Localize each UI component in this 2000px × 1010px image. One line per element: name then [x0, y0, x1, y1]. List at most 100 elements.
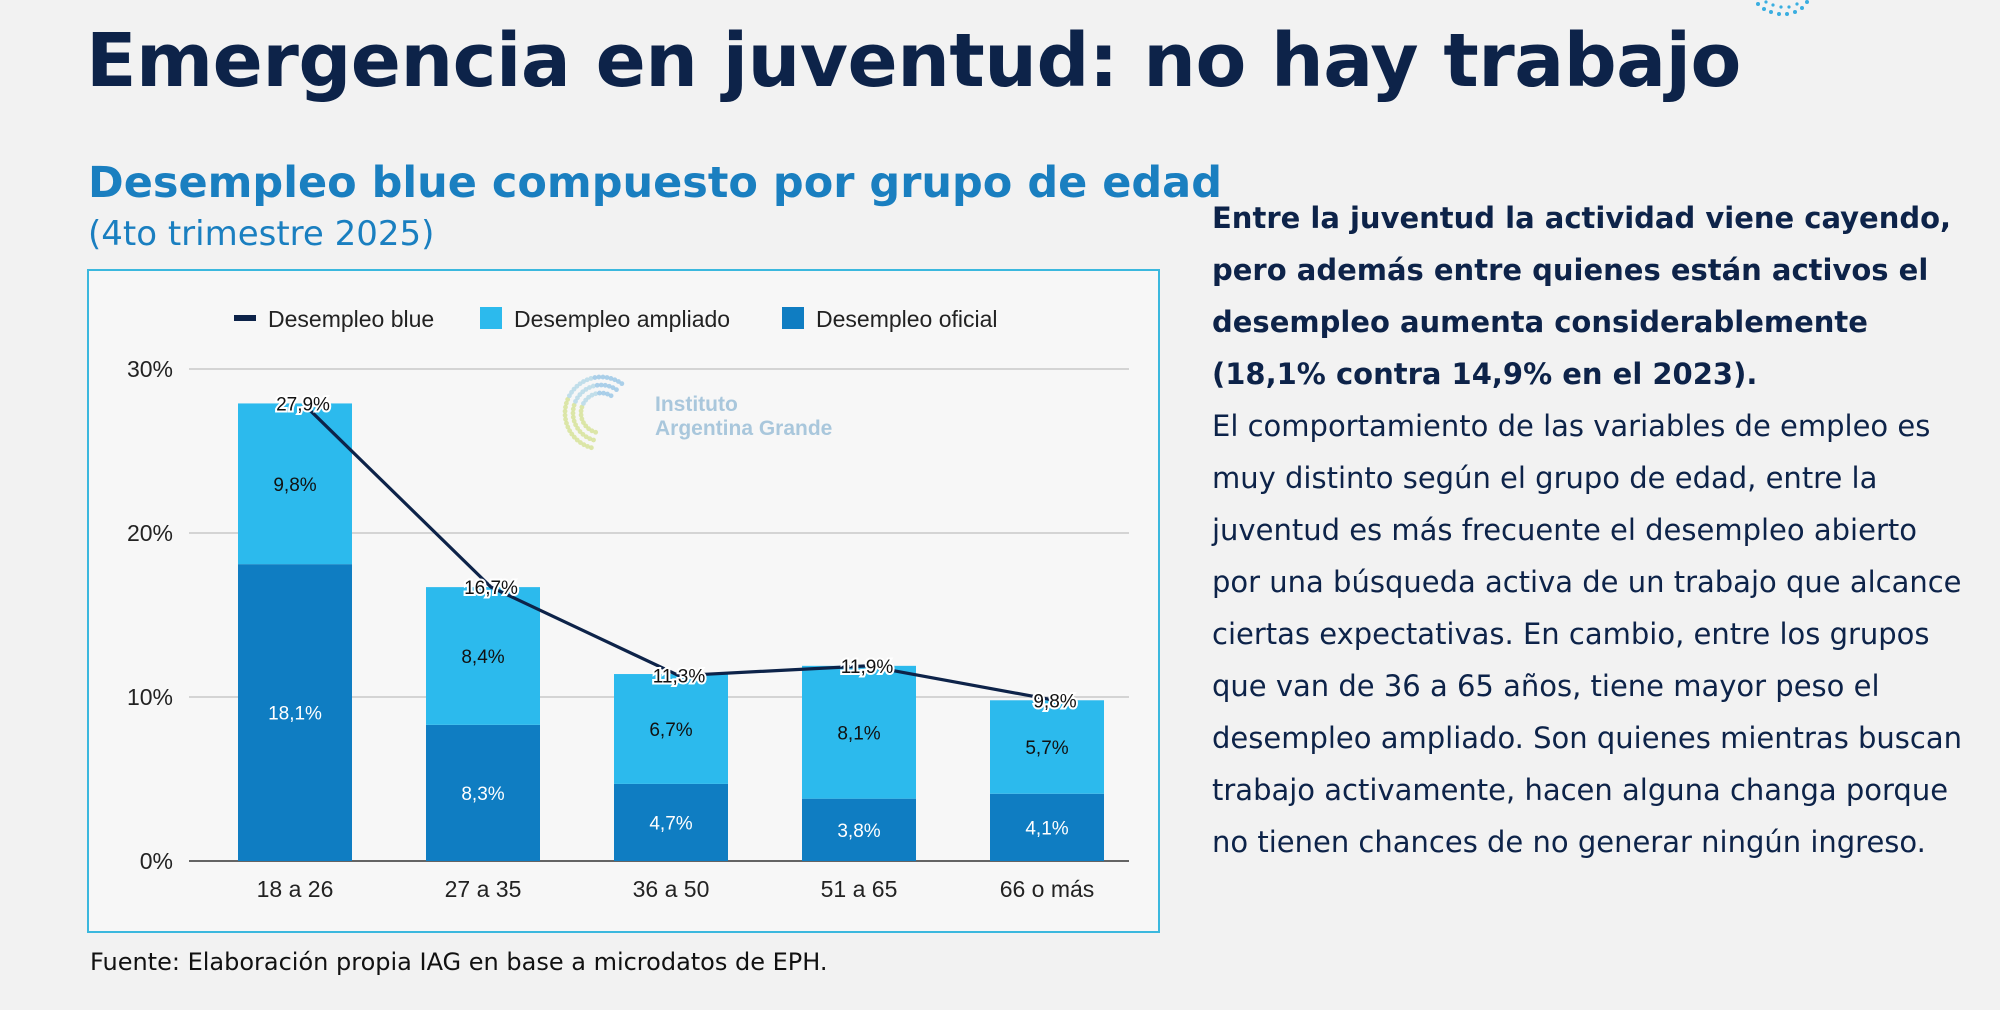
side-text: Entre la juventud la actividad viene cay… — [1212, 192, 1972, 868]
page-title: Emergencia en juventud: no hay trabajo — [86, 18, 1741, 104]
watermark-dot — [570, 410, 576, 416]
legend-label-ampliado: Desempleo ampliado — [514, 306, 730, 332]
bar-oficial-0 — [238, 564, 352, 861]
x-tick-label-3: 51 a 65 — [821, 876, 898, 902]
watermark-dot — [579, 404, 585, 410]
watermark-dot — [577, 381, 583, 387]
watermark-dot — [569, 431, 575, 437]
bar-oficial-1 — [426, 724, 540, 861]
watermark-dot — [588, 445, 594, 451]
watermark-dot — [581, 379, 586, 384]
bar-oficial-3 — [802, 798, 916, 861]
stacked-bar-chart: 0% 10% 20% 30% Instituto Argentina Grande 1… — [127, 306, 1129, 902]
x-tick-label-1: 27 a 35 — [445, 876, 522, 902]
logo-dots-icon — [1756, 0, 1809, 16]
watermark-dot — [571, 418, 577, 424]
chart-subtitle: (4to trimestre 2025) — [88, 214, 435, 254]
watermark-dot — [563, 400, 569, 406]
watermark-dot — [562, 408, 568, 414]
watermark-dot — [602, 382, 608, 388]
watermark-dot — [567, 428, 573, 434]
blue-line — [301, 402, 1056, 702]
watermark-dot — [598, 382, 604, 388]
watermark-line2: Argentina Grande — [655, 417, 832, 440]
watermark-dot — [573, 422, 579, 428]
bars: 18,1% 9,8% 8,3% 8,4% 4,7% 6,7% 3,8% 8,1% 4,1% 5,7… — [238, 403, 1104, 861]
bar-oficial-4 — [990, 793, 1104, 861]
watermark-dot — [597, 390, 602, 396]
bar-ampliado-0 — [238, 403, 352, 565]
watermark-dot — [583, 386, 589, 392]
bar-label-oficial-0: 18,1% — [268, 704, 322, 725]
bar-label-oficial-4: 4,1% — [1025, 818, 1068, 839]
bar-label-oficial-1: 8,3% — [461, 784, 504, 805]
side-text-highlight: Entre la juventud la actividad viene cay… — [1212, 201, 1952, 391]
watermark-dot — [564, 420, 569, 426]
legend-label-oficial: Desempleo oficial — [816, 306, 998, 332]
watermark-dot — [608, 375, 614, 381]
watermark-dot — [600, 374, 606, 380]
source-note: Fuente: Elaboración propia IAG en base a… — [90, 948, 828, 976]
y-tick-label-3: 30% — [127, 356, 173, 382]
watermark-dot — [594, 382, 600, 388]
bar-label-oficial-2: 4,7% — [649, 813, 692, 834]
watermark-dot — [565, 424, 571, 430]
watermark-dot — [605, 391, 610, 397]
watermark-line1: Instituto — [655, 393, 738, 416]
legend-label-blue: Desempleo blue — [268, 306, 434, 332]
watermark-dot — [584, 377, 590, 383]
watermark-dot — [567, 393, 572, 399]
watermark-dot — [579, 416, 585, 422]
bar-label-ampliado-1: 8,4% — [461, 647, 504, 668]
legend-swatch-ampliado — [480, 307, 502, 329]
bar-oficial-2 — [614, 783, 728, 861]
bar-ampliado-2 — [614, 674, 728, 784]
watermark-dot — [581, 442, 587, 448]
watermark-dot — [585, 443, 590, 449]
watermark-dot — [593, 429, 599, 435]
y-tick-label-1: 10% — [127, 684, 173, 710]
watermark-dot — [619, 381, 625, 387]
line-label-4: 9,8% — [1033, 691, 1076, 712]
watermark-dot — [578, 412, 584, 418]
watermark-dot — [612, 377, 618, 383]
watermark-dot — [575, 425, 580, 431]
side-text-body: El comportamiento de las variables de em… — [1212, 409, 1963, 859]
watermark-dot — [593, 391, 599, 397]
watermark-logo-icon — [562, 374, 625, 451]
watermark-dot — [570, 406, 576, 412]
watermark-dot — [581, 420, 586, 425]
bar-label-ampliado-4: 5,7% — [1025, 738, 1068, 759]
line-label-2: 11,3% — [653, 667, 706, 688]
watermark-dot — [615, 379, 621, 384]
watermark-dot — [606, 383, 612, 389]
chart-frame: 0% 10% 20% 30% Instituto Argentina Grande 1… — [87, 269, 1160, 933]
watermark-dot — [604, 375, 610, 380]
bar-label-ampliado-3: 8,1% — [837, 723, 880, 744]
watermark-dot — [571, 402, 577, 408]
watermark-dot — [590, 383, 596, 389]
line-label-3: 11,9% — [841, 657, 894, 678]
x-tick-label-2: 36 a 50 — [633, 876, 710, 902]
y-tick-label-2: 20% — [127, 520, 173, 546]
watermark-dot — [614, 387, 619, 393]
y-tick-label-0: 0% — [140, 848, 173, 874]
bar-ampliado-3 — [802, 665, 916, 799]
bar-label-ampliado-0: 9,8% — [273, 475, 316, 496]
line-label-0: 27,9% — [276, 394, 330, 415]
line-label-1: 16,7% — [464, 578, 518, 599]
legend-swatch-blue — [234, 315, 256, 321]
watermark-dot — [565, 396, 571, 402]
watermark-dot — [570, 414, 576, 420]
watermark-dot — [562, 412, 568, 418]
watermark-dot — [573, 398, 578, 404]
watermark-dot — [563, 404, 568, 410]
bar-ampliado-1 — [426, 587, 540, 725]
watermark-dot — [578, 408, 584, 414]
watermark-dot — [587, 436, 593, 442]
watermark-dot — [596, 374, 602, 380]
watermark-dot — [608, 393, 614, 399]
watermark-dot — [591, 437, 596, 443]
watermark-dot — [563, 416, 568, 422]
chart-title: Desempleo blue compuesto por grupo de ed… — [88, 158, 1222, 208]
